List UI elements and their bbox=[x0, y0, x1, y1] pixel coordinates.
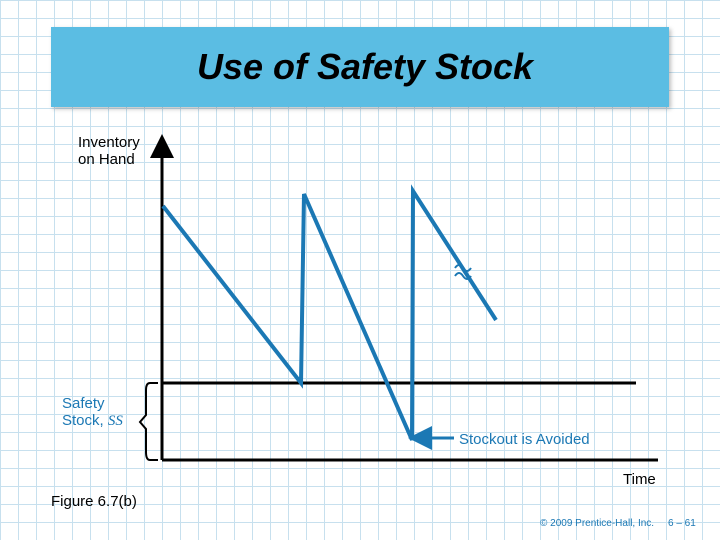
stockout-label: Stockout is Avoided bbox=[459, 431, 590, 448]
safety-stock-label-line2: Stock, bbox=[62, 412, 108, 429]
copyright: © 2009 Prentice-Hall, Inc. bbox=[540, 518, 655, 529]
title-bar: Use of Safety Stock bbox=[51, 27, 669, 107]
safety-stock-brace bbox=[138, 382, 158, 461]
y-axis-label: Inventory on Hand bbox=[78, 134, 168, 168]
slide-title: Use of Safety Stock bbox=[196, 46, 534, 87]
y-axis-label-line2: on Hand bbox=[78, 151, 135, 168]
x-axis-label: Time bbox=[623, 471, 656, 488]
y-axis-label-line1: Inventory bbox=[78, 134, 140, 151]
page-number: 6 – 61 bbox=[668, 518, 696, 529]
safety-stock-label-line1: Safety bbox=[62, 395, 105, 412]
safety-stock-symbol: SS bbox=[107, 413, 123, 429]
safety-stock-label: Safety Stock, SS bbox=[62, 395, 152, 430]
approx-break-icon bbox=[454, 264, 472, 280]
inventory-level-line bbox=[161, 184, 498, 441]
figure-label: Figure 6.7(b) bbox=[51, 493, 137, 510]
